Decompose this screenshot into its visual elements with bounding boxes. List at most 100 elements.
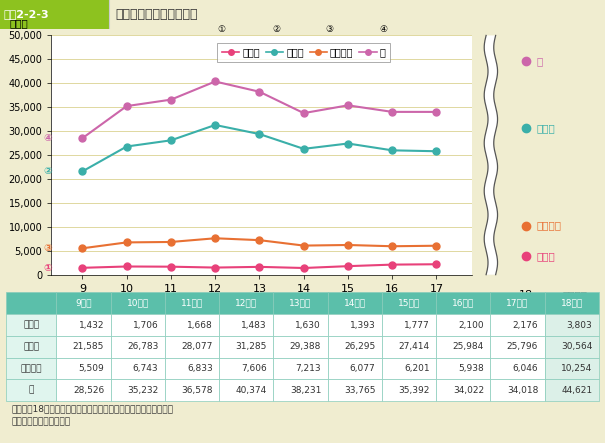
Text: 6,743: 6,743 — [133, 364, 159, 373]
Text: 中学校: 中学校 — [23, 342, 39, 351]
Bar — [273, 314, 328, 336]
Text: 暴力行為発生件数の推移: 暴力行為発生件数の推移 — [115, 8, 197, 21]
Text: 26,295: 26,295 — [344, 342, 376, 351]
Bar — [165, 292, 219, 314]
Text: 25,984: 25,984 — [453, 342, 484, 351]
Text: 35,232: 35,232 — [127, 385, 159, 395]
Text: （件）: （件） — [10, 18, 28, 28]
Bar — [165, 379, 219, 401]
Text: （年度）: （年度） — [563, 290, 587, 300]
Text: 15年度: 15年度 — [398, 299, 420, 308]
Text: 1,483: 1,483 — [241, 320, 267, 330]
Bar — [6, 336, 56, 358]
Bar — [328, 336, 382, 358]
Text: 28,526: 28,526 — [73, 385, 104, 395]
Text: 14年度: 14年度 — [344, 299, 366, 308]
Text: 7,606: 7,606 — [241, 364, 267, 373]
Text: 高等学校: 高等学校 — [21, 364, 42, 373]
Text: 計: 計 — [28, 385, 34, 395]
Bar — [544, 358, 599, 379]
Text: 2,176: 2,176 — [512, 320, 538, 330]
Text: ④: ④ — [44, 133, 52, 143]
Bar — [544, 379, 599, 401]
Text: 7,213: 7,213 — [296, 364, 321, 373]
Text: 16年度: 16年度 — [452, 299, 474, 308]
Text: 6,201: 6,201 — [404, 364, 430, 373]
Text: 26,783: 26,783 — [127, 342, 159, 351]
Text: 30,564: 30,564 — [561, 342, 592, 351]
Bar — [273, 292, 328, 314]
Text: 1,630: 1,630 — [295, 320, 321, 330]
Bar — [6, 379, 56, 401]
Text: 中学校: 中学校 — [537, 124, 555, 133]
Text: 27,414: 27,414 — [399, 342, 430, 351]
Text: ④: ④ — [379, 25, 388, 34]
Bar — [56, 292, 111, 314]
Text: 31,285: 31,285 — [235, 342, 267, 351]
Text: 18: 18 — [518, 290, 532, 300]
Text: 5,509: 5,509 — [79, 364, 104, 373]
Text: 11年度: 11年度 — [181, 299, 203, 308]
Bar — [6, 314, 56, 336]
Bar — [436, 314, 491, 336]
Text: 12年度: 12年度 — [235, 299, 257, 308]
Bar — [165, 314, 219, 336]
Text: 5,938: 5,938 — [458, 364, 484, 373]
Bar — [0, 0, 109, 29]
Bar — [491, 336, 544, 358]
Bar — [165, 336, 219, 358]
Text: 図表2-2-3: 図表2-2-3 — [3, 9, 48, 19]
Bar — [544, 292, 599, 314]
Text: 10年度: 10年度 — [126, 299, 149, 308]
Text: 33,765: 33,765 — [344, 385, 376, 395]
Bar — [111, 379, 165, 401]
Bar — [56, 336, 111, 358]
Bar — [491, 292, 544, 314]
Text: 25,796: 25,796 — [507, 342, 538, 351]
Text: 17年度: 17年度 — [506, 299, 529, 308]
Text: 小学校: 小学校 — [23, 320, 39, 330]
Bar — [219, 292, 273, 314]
Bar — [111, 336, 165, 358]
Text: 6,077: 6,077 — [350, 364, 376, 373]
Legend: 小学校, 中学校, 高等学校, 計: 小学校, 中学校, 高等学校, 計 — [217, 43, 390, 62]
Text: 44,621: 44,621 — [561, 385, 592, 395]
Text: ②: ② — [272, 25, 281, 34]
Text: 計: 計 — [537, 56, 543, 66]
Bar — [6, 358, 56, 379]
Text: 3,803: 3,803 — [567, 320, 592, 330]
Bar — [382, 358, 436, 379]
Bar — [436, 336, 491, 358]
Text: 6,833: 6,833 — [187, 364, 213, 373]
Text: 36,578: 36,578 — [181, 385, 213, 395]
Text: ③: ③ — [325, 25, 333, 34]
Text: 6,046: 6,046 — [512, 364, 538, 373]
Text: 21,585: 21,585 — [73, 342, 104, 351]
Text: 2,100: 2,100 — [459, 320, 484, 330]
Bar — [219, 379, 273, 401]
Text: 34,018: 34,018 — [507, 385, 538, 395]
Text: 10,254: 10,254 — [561, 364, 592, 373]
Bar — [382, 292, 436, 314]
Bar — [219, 336, 273, 358]
Bar — [491, 358, 544, 379]
Bar — [111, 292, 165, 314]
Bar — [382, 314, 436, 336]
Bar — [56, 358, 111, 379]
Text: 35,392: 35,392 — [398, 385, 430, 395]
Bar — [56, 379, 111, 401]
Bar — [382, 336, 436, 358]
Bar — [382, 379, 436, 401]
Bar — [219, 358, 273, 379]
Text: 注）平成18年度からは，公立学校に加え，国・私立学校も調査。: 注）平成18年度からは，公立学校に加え，国・私立学校も調査。 — [12, 404, 174, 413]
Bar — [328, 379, 382, 401]
Bar — [491, 314, 544, 336]
Text: 34,022: 34,022 — [453, 385, 484, 395]
Text: 1,432: 1,432 — [79, 320, 104, 330]
Text: ①: ① — [44, 263, 52, 273]
Polygon shape — [484, 35, 497, 275]
Text: 28,077: 28,077 — [182, 342, 213, 351]
Bar — [328, 292, 382, 314]
Text: ③: ③ — [44, 243, 52, 253]
Bar — [328, 358, 382, 379]
